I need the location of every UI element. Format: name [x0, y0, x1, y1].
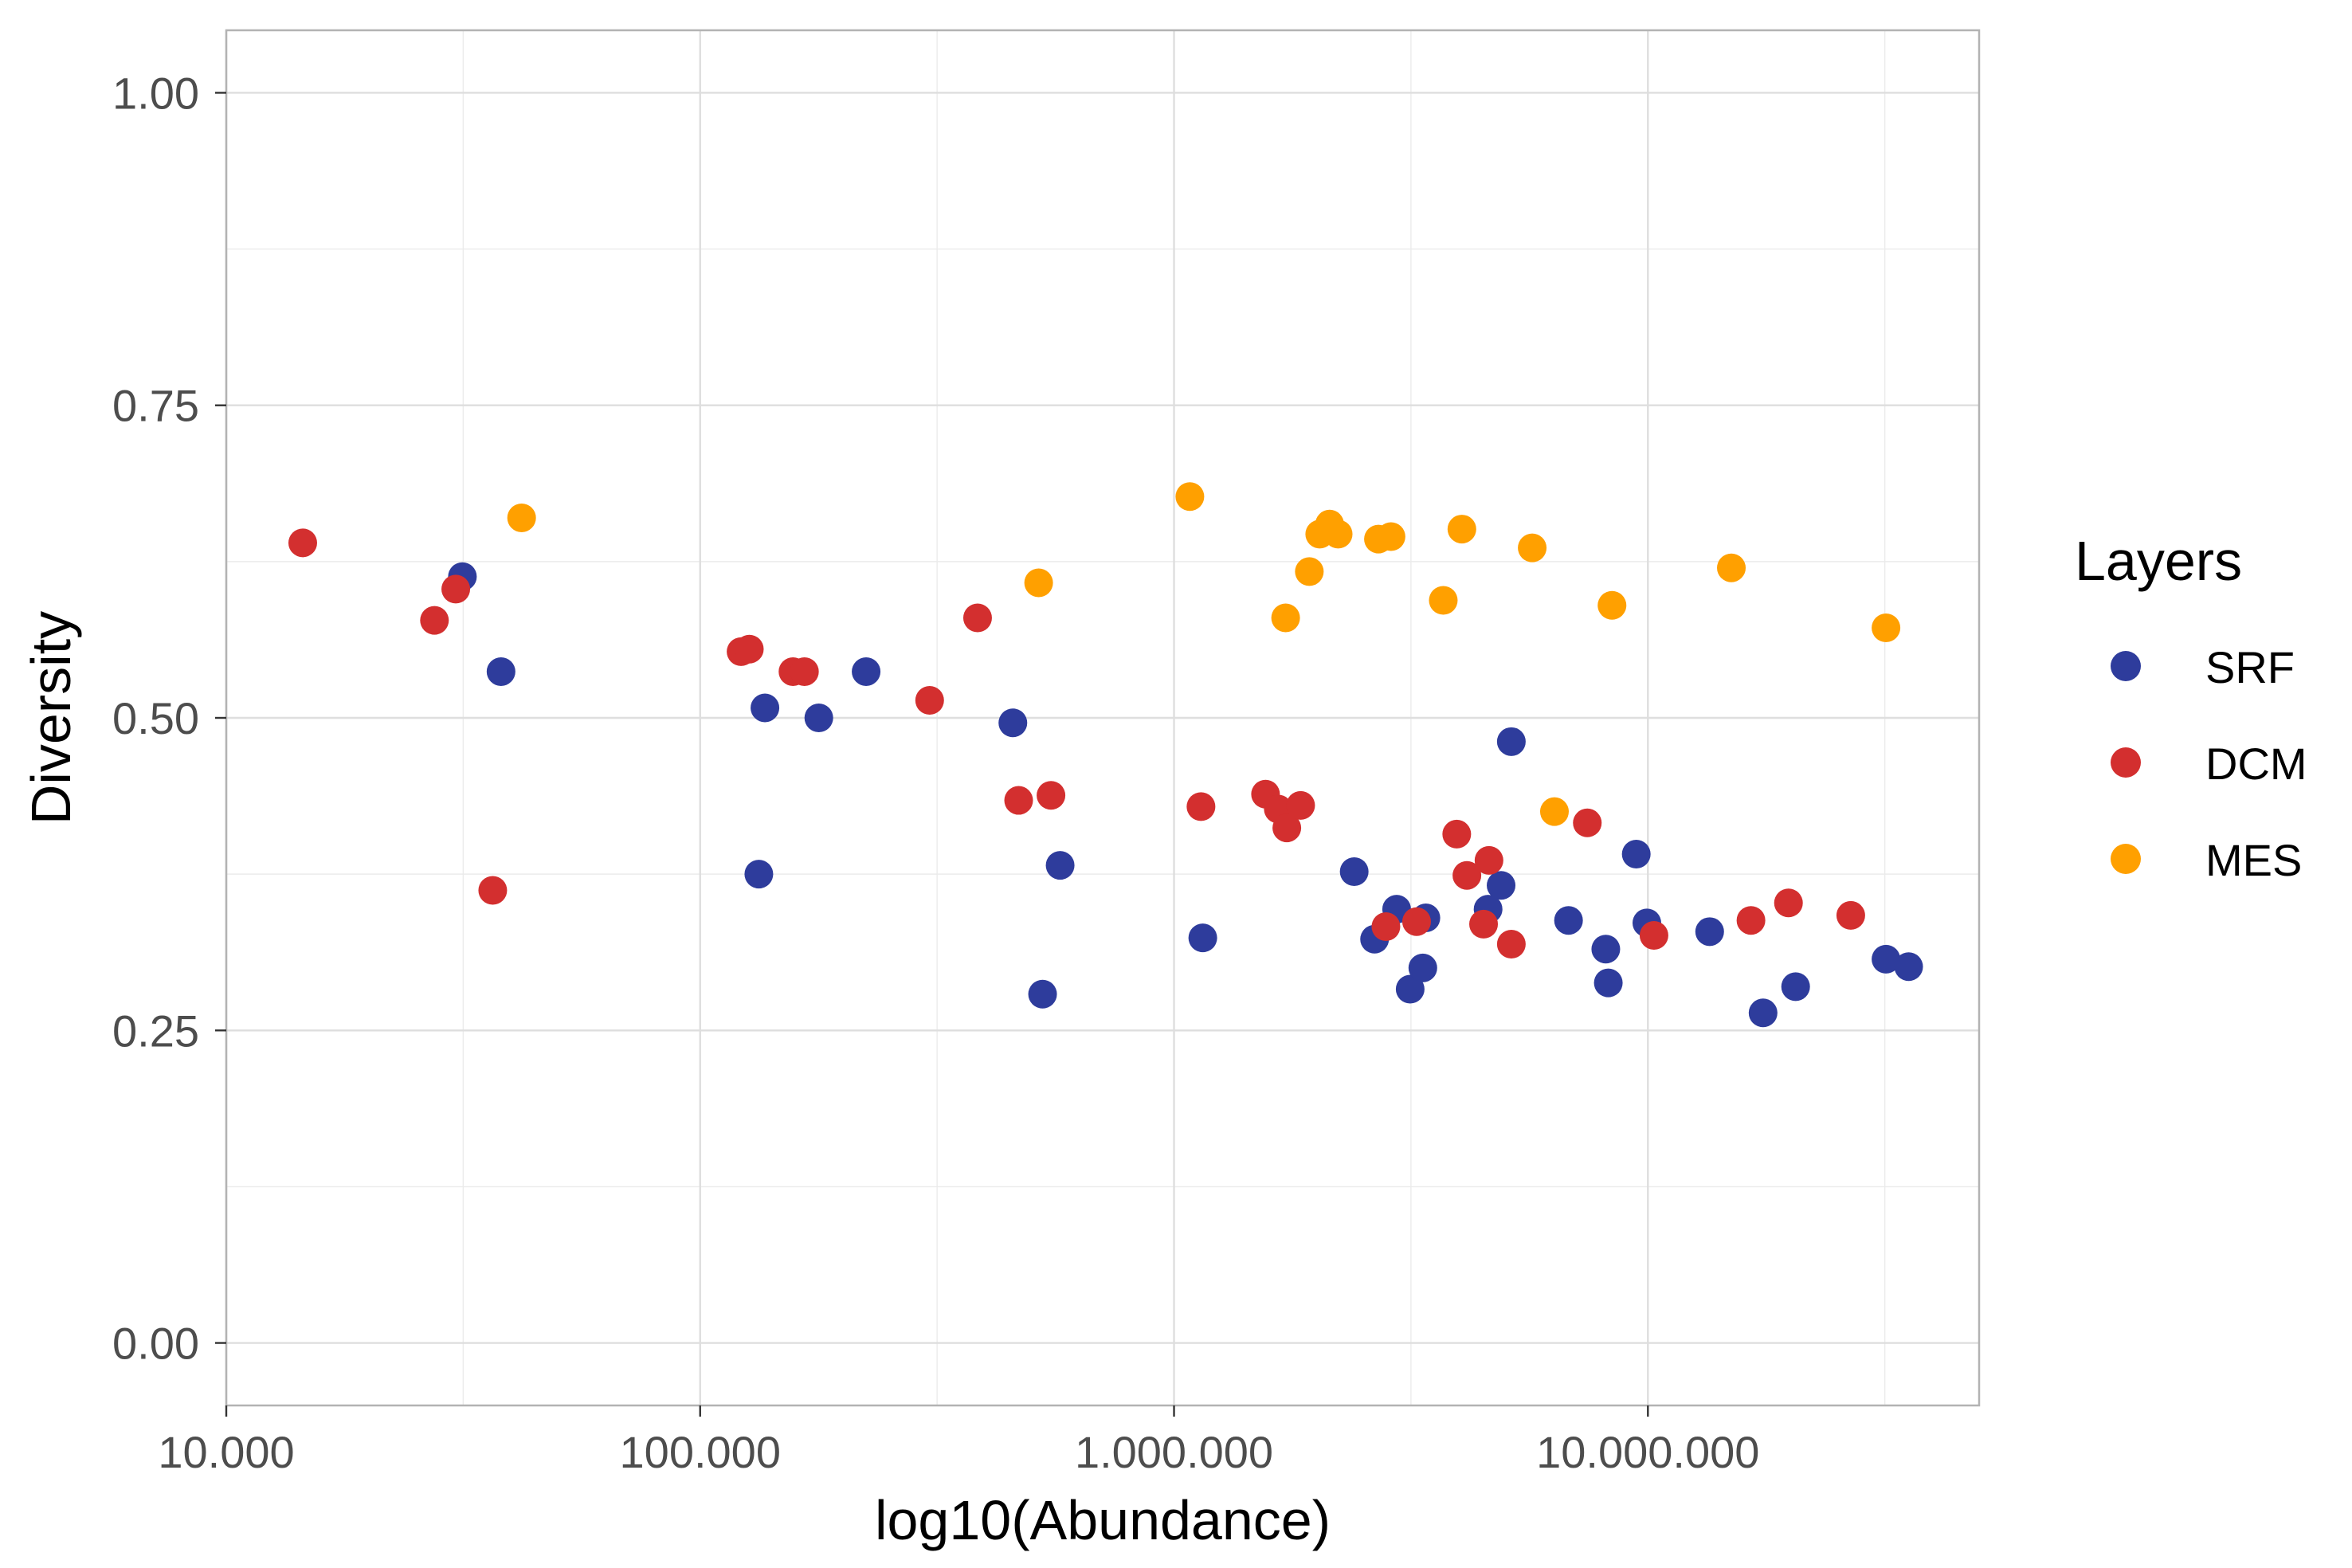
legend-label: DCM [2205, 739, 2307, 789]
data-point-mes [1872, 613, 1901, 643]
data-point-dcm [1736, 906, 1766, 935]
data-point-mes [1295, 557, 1324, 586]
data-point-dcm [962, 603, 992, 633]
data-point-srf [1894, 952, 1923, 982]
data-point-dcm [1836, 900, 1865, 930]
data-point-srf [1593, 968, 1623, 998]
data-point-mes [1518, 533, 1547, 563]
minor-grid [226, 30, 1979, 1405]
legend-item-mes: MES [2111, 835, 2302, 885]
x-tick-label: 1.000.000 [1075, 1427, 1273, 1477]
data-points [288, 482, 1923, 1028]
data-point-srf [1496, 727, 1526, 756]
data-point-srf [1188, 923, 1217, 953]
data-point-srf [1554, 906, 1583, 935]
data-point-mes [1376, 522, 1405, 551]
x-tick-label: 10.000.000 [1536, 1427, 1759, 1477]
series-dcm [288, 528, 1865, 959]
data-point-srf [1045, 851, 1075, 880]
data-point-dcm [1496, 930, 1526, 959]
data-point-dcm [1286, 790, 1315, 820]
data-point-srf [1695, 917, 1724, 947]
data-point-srf [1408, 953, 1437, 982]
legend-swatch [2111, 747, 2141, 778]
data-point-dcm [441, 574, 471, 604]
data-point-mes [1024, 568, 1053, 598]
legend-swatch [2111, 651, 2141, 681]
data-point-mes [1323, 519, 1353, 549]
data-point-srf [1487, 871, 1516, 900]
data-point-srf [1872, 944, 1901, 974]
legend-item-dcm: DCM [2111, 739, 2307, 789]
legend-title: Layers [2075, 530, 2242, 592]
data-point-dcm [1004, 786, 1033, 815]
data-point-srf [486, 657, 515, 686]
data-point-dcm [790, 657, 819, 686]
data-point-mes [1447, 515, 1476, 544]
data-point-dcm [1037, 781, 1066, 810]
legend: Layers SRF DCM MES [2075, 530, 2307, 885]
data-point-dcm [735, 634, 764, 664]
data-point-srf [998, 708, 1028, 738]
x-tick-labels: 10.000 100.000 1.000.000 10.000.000 [158, 1427, 1759, 1477]
data-point-dcm [1639, 921, 1668, 951]
legend-label: MES [2205, 835, 2302, 885]
data-point-srf [1621, 840, 1651, 869]
data-point-srf [1339, 857, 1369, 886]
data-point-dcm [420, 606, 449, 635]
axis-ticks [215, 92, 1649, 1417]
x-tick-label: 100.000 [620, 1427, 781, 1477]
data-point-dcm [1573, 808, 1602, 837]
data-point-mes [1539, 797, 1569, 826]
y-tick-label: 0.50 [112, 693, 199, 743]
data-point-srf [1395, 974, 1425, 1004]
y-tick-label: 0.75 [112, 381, 199, 431]
legend-label: SRF [2205, 642, 2295, 692]
major-grid [225, 30, 1979, 1405]
data-point-srf [1591, 935, 1621, 964]
data-point-srf [852, 657, 881, 686]
data-point-dcm [1474, 845, 1503, 875]
data-point-dcm [1469, 909, 1499, 939]
data-point-mes [1717, 553, 1746, 582]
data-point-mes [1175, 482, 1205, 512]
legend-item-srf: SRF [2111, 642, 2295, 692]
data-point-dcm [1452, 860, 1482, 890]
data-point-dcm [288, 528, 317, 558]
y-tick-label: 1.00 [112, 68, 199, 118]
data-point-srf [1781, 972, 1810, 1002]
series-mes [507, 482, 1901, 826]
data-point-mes [1597, 590, 1627, 620]
x-axis-title: log10(Abundance) [875, 1489, 1331, 1551]
y-axis-title: Diversity [20, 611, 82, 825]
data-point-mes [1271, 603, 1300, 633]
y-tick-labels: 0.00 0.25 0.50 0.75 1.00 [112, 68, 199, 1368]
data-point-srf [804, 704, 833, 732]
data-point-mes [1429, 586, 1458, 615]
data-point-srf [751, 693, 780, 723]
data-point-srf [744, 860, 774, 889]
y-tick-label: 0.00 [112, 1319, 199, 1369]
data-point-dcm [1442, 819, 1472, 849]
y-tick-label: 0.25 [112, 1005, 199, 1056]
data-point-dcm [1272, 813, 1302, 843]
data-point-dcm [1401, 907, 1431, 936]
data-point-dcm [1371, 912, 1401, 942]
data-point-dcm [915, 686, 944, 715]
data-point-dcm [1186, 792, 1216, 821]
data-point-srf [1028, 979, 1057, 1009]
series-srf [448, 562, 1923, 1028]
x-tick-label: 10.000 [158, 1427, 294, 1477]
legend-items: SRF DCM MES [2111, 642, 2307, 885]
data-point-srf [1748, 998, 1778, 1028]
data-point-dcm [478, 876, 508, 905]
legend-swatch [2111, 844, 2141, 874]
data-point-mes [507, 503, 536, 532]
data-point-dcm [1774, 888, 1803, 918]
